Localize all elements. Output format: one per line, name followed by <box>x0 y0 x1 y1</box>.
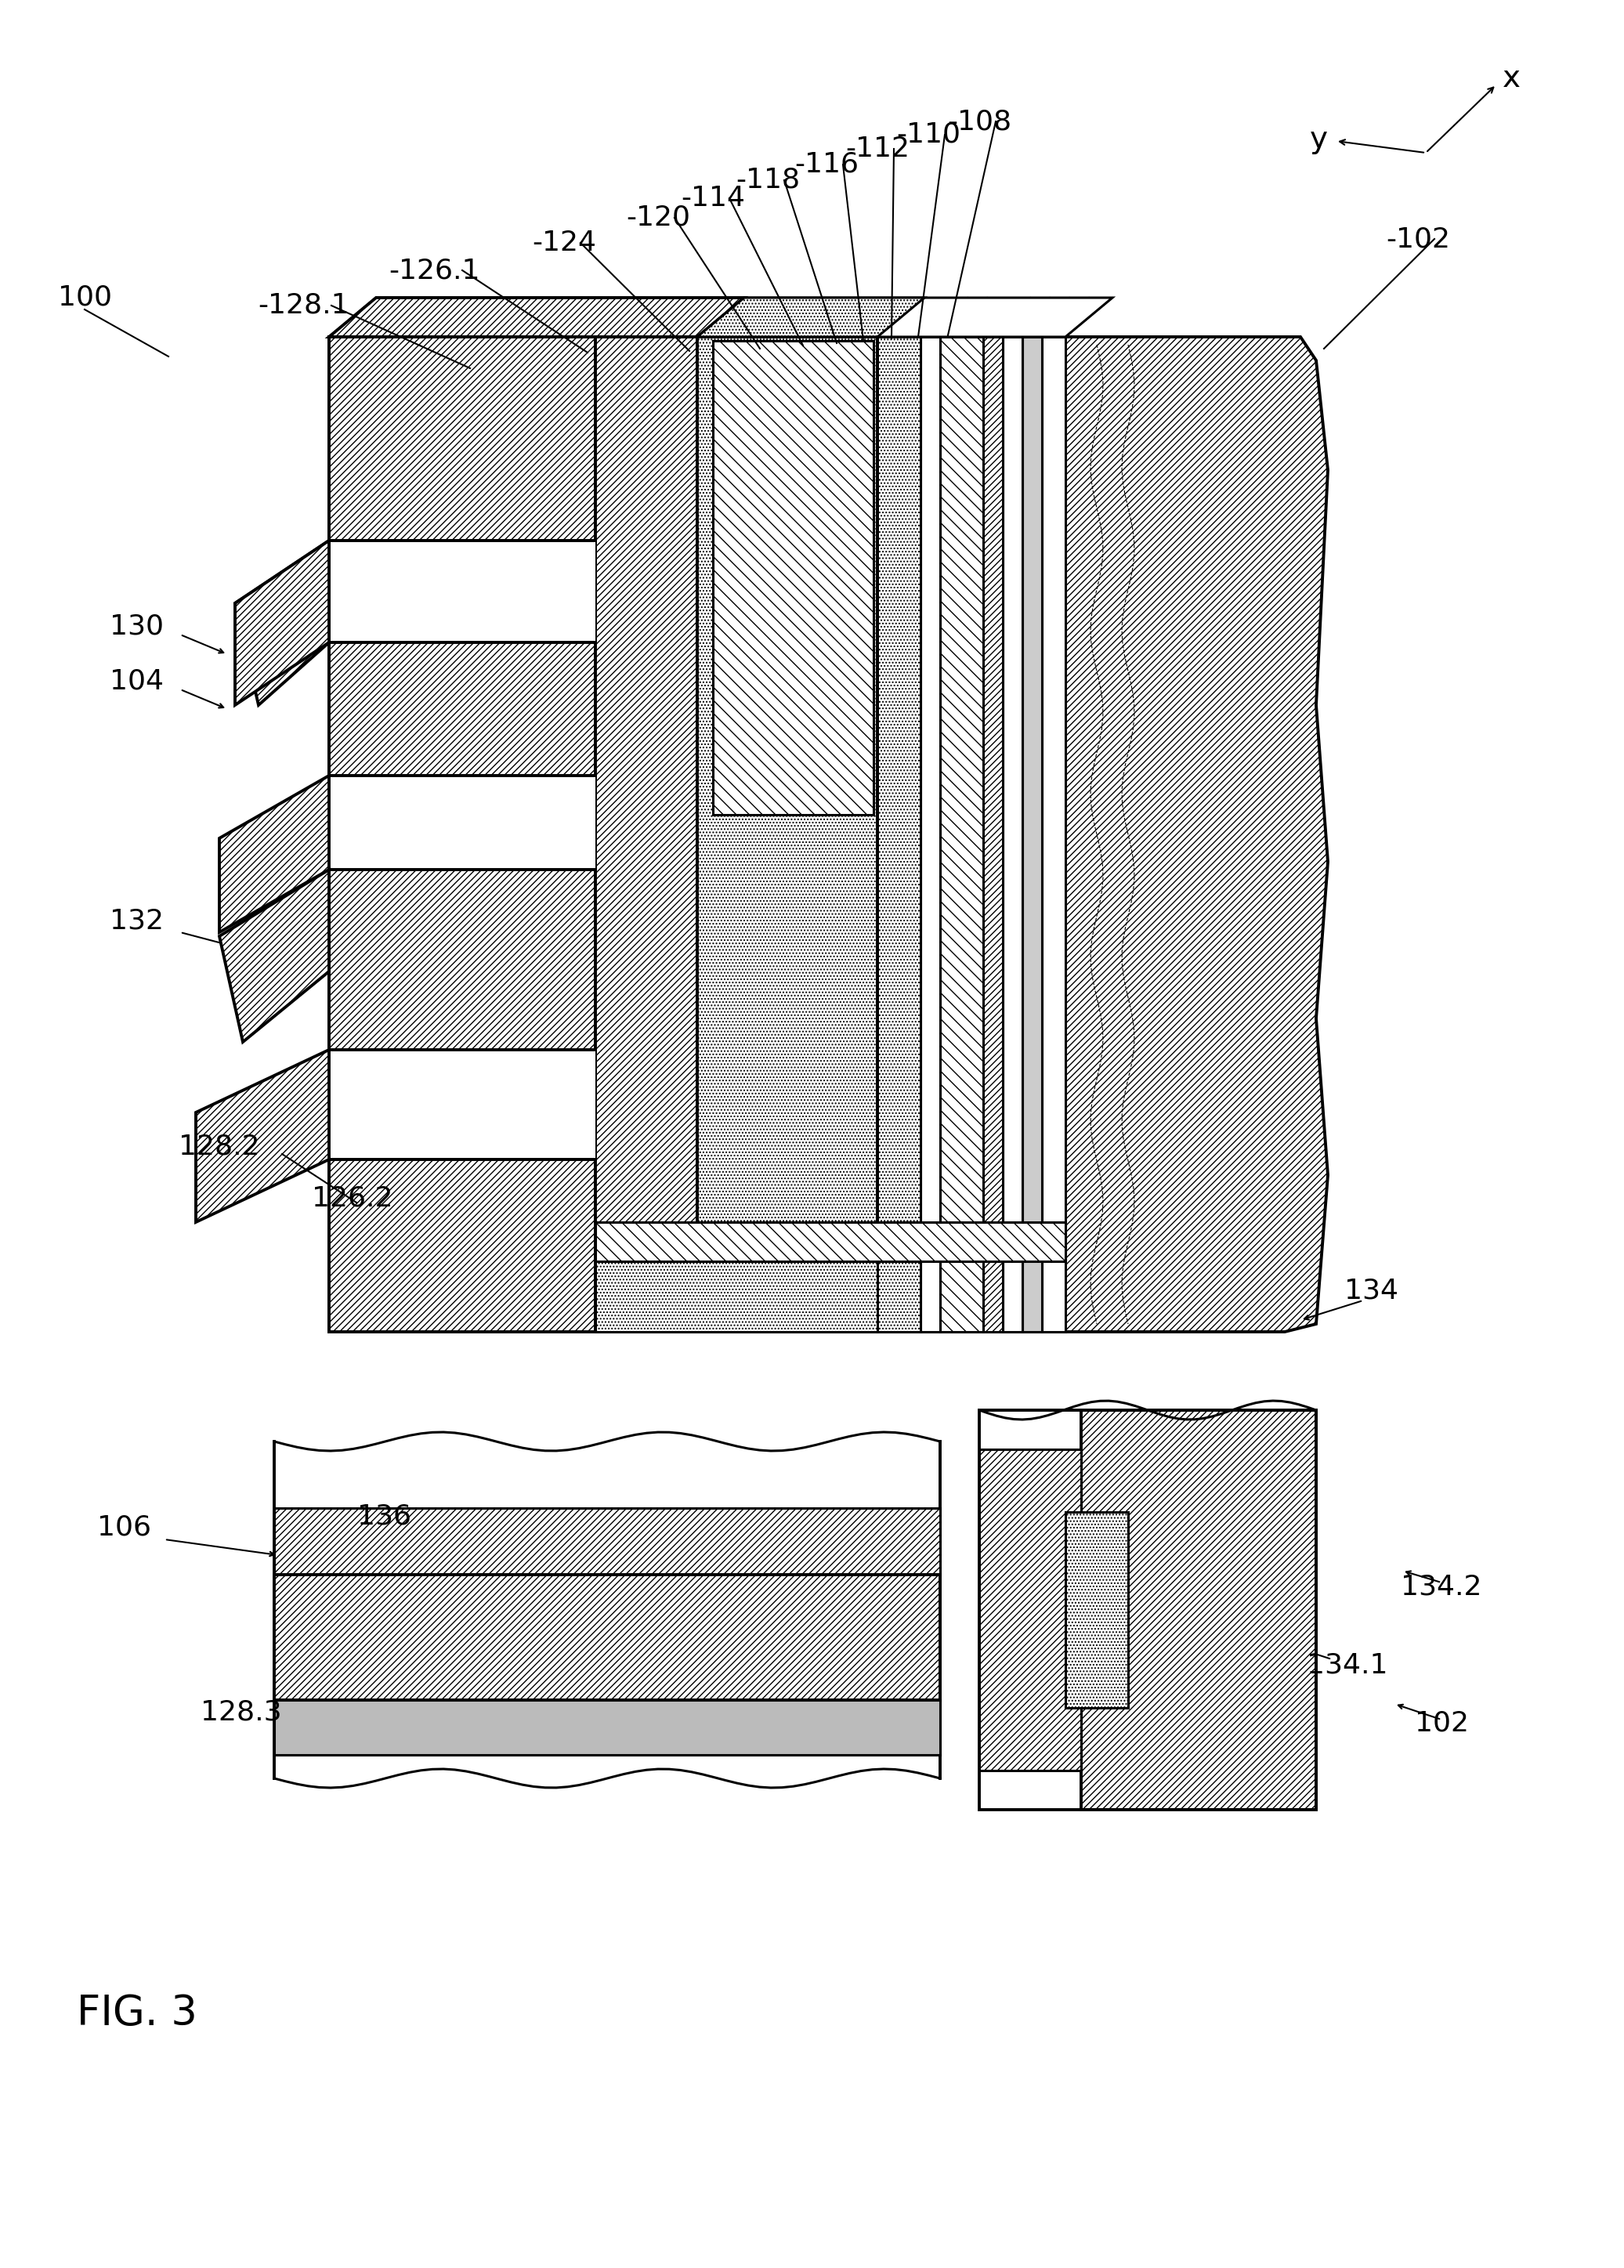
Text: -110: -110 <box>896 122 960 147</box>
Polygon shape <box>1023 338 1043 1331</box>
Text: 134.1: 134.1 <box>1307 1651 1389 1678</box>
Polygon shape <box>274 1701 940 1755</box>
Text: -102: -102 <box>1385 225 1450 252</box>
Text: -118: -118 <box>736 168 801 193</box>
Text: -128.1: -128.1 <box>258 293 349 320</box>
Polygon shape <box>697 297 924 338</box>
Polygon shape <box>921 338 940 1331</box>
Polygon shape <box>330 540 596 642</box>
Polygon shape <box>596 1222 877 1331</box>
Polygon shape <box>330 338 697 1331</box>
Text: 104: 104 <box>110 669 164 694</box>
Text: -112: -112 <box>846 136 909 163</box>
Text: 128.2: 128.2 <box>179 1132 260 1159</box>
Text: -116: -116 <box>794 152 859 177</box>
Polygon shape <box>713 340 874 814</box>
Polygon shape <box>1082 1411 1315 1810</box>
Polygon shape <box>219 776 330 932</box>
Polygon shape <box>596 1222 1065 1261</box>
Text: 130: 130 <box>110 612 164 640</box>
Polygon shape <box>274 1508 940 1574</box>
Text: 102: 102 <box>1415 1710 1468 1737</box>
Polygon shape <box>330 297 744 338</box>
Polygon shape <box>697 338 877 1331</box>
Text: -108: -108 <box>947 109 1012 134</box>
Polygon shape <box>940 338 983 1331</box>
Text: x: x <box>1502 64 1520 93</box>
Polygon shape <box>1065 338 1328 1331</box>
Text: FIG. 3: FIG. 3 <box>76 1994 198 2034</box>
Text: 134: 134 <box>1345 1277 1398 1304</box>
Text: -120: -120 <box>625 204 690 231</box>
Polygon shape <box>219 869 330 1041</box>
Polygon shape <box>330 869 596 1050</box>
Polygon shape <box>983 338 1002 1331</box>
Text: 134.2: 134.2 <box>1402 1574 1483 1599</box>
Polygon shape <box>1002 338 1023 1331</box>
Polygon shape <box>330 1159 596 1331</box>
Polygon shape <box>1043 338 1065 1331</box>
Polygon shape <box>877 338 921 1331</box>
Polygon shape <box>979 1449 1082 1771</box>
Polygon shape <box>697 297 1112 338</box>
Polygon shape <box>235 540 330 705</box>
Polygon shape <box>274 1574 940 1701</box>
Polygon shape <box>330 1050 596 1159</box>
Text: -114: -114 <box>680 186 745 211</box>
Text: -126.1: -126.1 <box>390 256 481 284</box>
Polygon shape <box>330 338 596 540</box>
Text: y: y <box>1311 125 1328 154</box>
Polygon shape <box>330 776 596 869</box>
Text: 128.3: 128.3 <box>201 1699 283 1726</box>
Text: 100: 100 <box>57 284 112 311</box>
Polygon shape <box>330 642 596 776</box>
Text: 126.2: 126.2 <box>312 1186 393 1211</box>
Text: 132: 132 <box>110 907 164 934</box>
Text: -124: -124 <box>533 229 596 256</box>
Polygon shape <box>1065 1513 1129 1708</box>
Polygon shape <box>330 297 643 338</box>
Polygon shape <box>235 540 330 705</box>
Polygon shape <box>197 1050 330 1222</box>
Text: 106: 106 <box>97 1515 151 1540</box>
Text: 136: 136 <box>357 1504 411 1529</box>
